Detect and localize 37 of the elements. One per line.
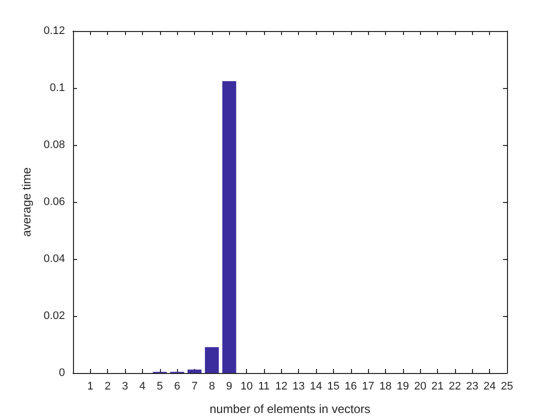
bar xyxy=(222,81,236,373)
x-tick-label: 4 xyxy=(139,380,146,392)
x-tick-label: 17 xyxy=(362,380,374,392)
x-tick-label: 9 xyxy=(226,380,232,392)
bar xyxy=(188,370,202,373)
y-tick-label: 0.08 xyxy=(44,139,65,151)
x-tick-label: 24 xyxy=(484,380,496,392)
x-tick-label: 25 xyxy=(500,380,514,392)
x-tick-label: 1 xyxy=(87,380,94,392)
x-axis-title: number of elements in vectors xyxy=(210,402,370,416)
y-tick-label: 0.02 xyxy=(44,310,65,322)
x-tick-label: 20 xyxy=(414,380,426,392)
y-tick-label: 0.1 xyxy=(50,82,65,94)
x-tick-label: 10 xyxy=(240,380,253,392)
y-tick-label: 0 xyxy=(58,367,65,379)
x-tick-label: 8 xyxy=(208,380,215,392)
x-tick-label: 15 xyxy=(327,380,340,392)
x-tick-label: 3 xyxy=(122,380,128,392)
x-tick-label: 14 xyxy=(310,380,322,392)
x-tick-label: 2 xyxy=(104,380,111,392)
x-tick-label: 19 xyxy=(396,380,409,392)
x-tick-label: 18 xyxy=(379,380,392,392)
x-tick-label: 11 xyxy=(258,380,270,392)
x-tick-label: 12 xyxy=(275,380,288,392)
x-tick-label: 6 xyxy=(174,380,180,392)
x-tick-label: 16 xyxy=(344,380,357,392)
y-tick-label: 0.12 xyxy=(44,25,65,37)
x-tick-label: 13 xyxy=(292,380,305,392)
y-axis-title: average time xyxy=(20,166,34,237)
y-tick-label: 0.04 xyxy=(44,253,65,265)
y-tick-label: 0.06 xyxy=(44,196,65,208)
x-tick-label: 7 xyxy=(191,380,198,392)
x-tick-label: 22 xyxy=(448,380,462,392)
x-tick-label: 21 xyxy=(431,380,444,392)
x-tick-label: 23 xyxy=(466,380,478,392)
bar xyxy=(204,347,219,373)
x-tick-label: 5 xyxy=(156,380,163,392)
